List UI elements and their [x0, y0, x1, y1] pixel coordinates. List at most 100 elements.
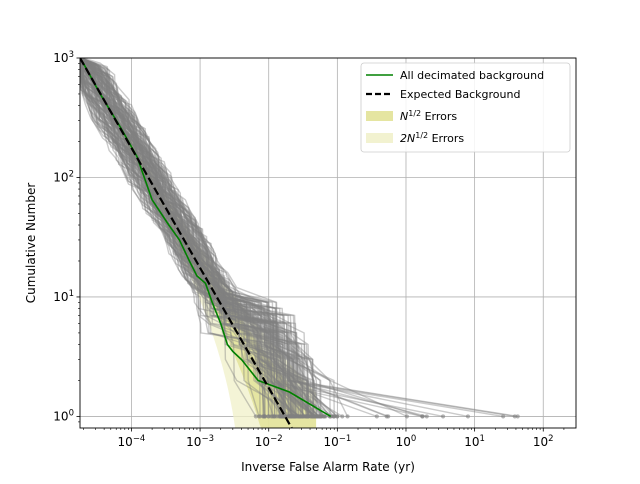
background-trial-endpoint [501, 414, 506, 419]
background-trial-line [80, 58, 291, 417]
background-trial-line [80, 58, 315, 417]
background-trial-line [80, 58, 289, 417]
background-trial-endpoint [310, 414, 315, 419]
legend-label-expected: Expected Background [400, 88, 520, 101]
background-trial-line [80, 58, 285, 417]
y-tick-label-base: 10 [53, 170, 68, 184]
background-trial-line [80, 58, 334, 417]
x-tick-label: 10−2 [255, 434, 283, 449]
background-trial-line [81, 58, 260, 417]
background-trial-line [81, 58, 331, 417]
background-trial-line [80, 58, 286, 417]
background-trial-line [81, 58, 349, 417]
y-tick-label-base: 10 [53, 409, 68, 423]
background-trial-endpoint [424, 414, 429, 419]
background-trial-line [81, 58, 518, 418]
x-tick-label-base: 10 [396, 435, 411, 449]
background-trial-line [80, 58, 387, 418]
x-tick-label-exponent: 1 [480, 434, 485, 444]
background-trial-endpoint [335, 414, 340, 419]
background-trial-endpoint [266, 414, 271, 419]
background-trial-line [80, 58, 321, 417]
background-trial-line [80, 58, 444, 418]
background-trial-line [80, 58, 291, 417]
background-trial-line [80, 58, 322, 417]
background-trial-endpoint [253, 414, 258, 419]
x-tick-label-exponent: −1 [339, 434, 352, 444]
background-trial-line [80, 58, 335, 417]
x-tick-label: 10−3 [186, 434, 214, 449]
legend-label-band-1: N1/2 Errors [400, 109, 457, 123]
background-trial-endpoint [293, 414, 298, 419]
legend-band-sup: 1/2 [408, 109, 421, 118]
background-trial-line [81, 58, 309, 417]
error-band-1sigma [80, 58, 317, 428]
background-trial-line [80, 58, 283, 417]
legend-label-decimated: All decimated background [400, 69, 544, 82]
background-trial-line [80, 58, 314, 417]
background-trial-line [81, 58, 295, 417]
background-trial-line [81, 58, 308, 417]
background-trial-endpoint [257, 414, 263, 419]
background-trial-endpoint [420, 414, 425, 419]
background-trial-line [80, 58, 278, 417]
background-trial-line [81, 58, 266, 417]
x-tick-label: 101 [464, 434, 485, 449]
background-trial-line [80, 58, 423, 418]
y-tick-label-exponent: 0 [69, 408, 74, 418]
background-trial-line [81, 58, 423, 418]
y-tick-label-exponent: 3 [69, 50, 74, 60]
background-trial-endpoint [512, 414, 517, 419]
background-trial-line [80, 58, 338, 417]
background-trial-line [80, 58, 287, 417]
background-trial-line [82, 58, 300, 417]
series-layer [80, 58, 332, 428]
x-tick-label-base: 10 [118, 435, 133, 449]
background-trial-line [80, 58, 343, 417]
x-tick-label-exponent: 2 [548, 434, 553, 444]
background-trial-endpoint [340, 414, 345, 419]
background-trial-line [80, 58, 307, 417]
background-trial-line [80, 61, 304, 417]
background-trial-line [81, 58, 314, 417]
background-trial-line [81, 58, 314, 417]
background-trial-line [81, 58, 282, 417]
background-trial-line [80, 58, 408, 418]
x-tick-label-base: 10 [464, 435, 479, 449]
background-trial-line [81, 58, 302, 418]
background-trial-line [80, 58, 321, 417]
background-trial-line [80, 58, 282, 417]
legend-swatch-band-2 [366, 133, 393, 143]
y-tick-label-base: 10 [53, 290, 68, 304]
background-trial-line [80, 58, 295, 417]
legend-band-base: 2N [400, 132, 415, 145]
y-tick-label: 100 [53, 408, 74, 423]
background-trial-line [80, 58, 292, 417]
background-trial-line [82, 58, 469, 418]
legend-swatch-band-1 [366, 111, 393, 121]
legend-label-band-2: 2N1/2 Errors [400, 131, 464, 145]
legend-band-base: N [400, 110, 408, 123]
x-tick-label-base: 10 [255, 435, 270, 449]
background-trial-line [80, 58, 292, 417]
x-tick-label-exponent: 0 [411, 434, 416, 444]
background-trials-layer [80, 58, 520, 419]
x-tick-label: 10−1 [323, 434, 351, 449]
background-trial-line [80, 58, 284, 417]
background-trial-line [80, 58, 301, 417]
background-trial-line [81, 58, 325, 417]
background-trial-line [80, 60, 266, 417]
background-trial-line [80, 58, 314, 417]
background-trial-endpoint [305, 414, 310, 419]
background-trial-line [81, 58, 291, 417]
background-trial-line [80, 58, 280, 417]
plot-frame [79, 57, 577, 429]
background-trial-line [80, 58, 304, 417]
x-tick-label-exponent: −2 [270, 434, 283, 444]
background-trial-endpoint [515, 414, 520, 419]
x-tick-label-base: 10 [186, 435, 201, 449]
y-tick-label: 101 [53, 289, 74, 304]
background-trial-line [80, 58, 316, 417]
